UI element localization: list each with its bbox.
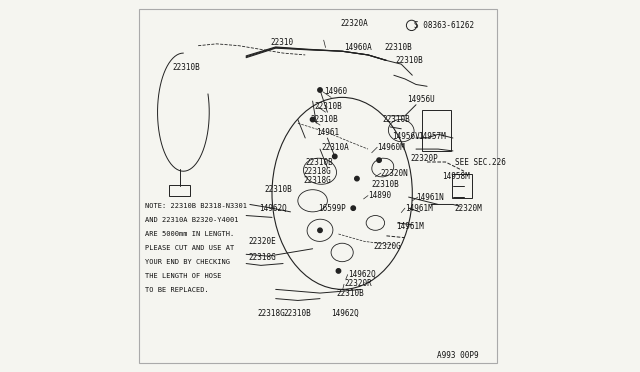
Text: 14961M: 14961M <box>396 222 424 231</box>
Text: 14960M: 14960M <box>377 143 405 152</box>
Text: 22310B: 22310B <box>383 115 410 124</box>
Circle shape <box>377 158 381 162</box>
Text: 22320G: 22320G <box>374 243 401 251</box>
Text: 16599P: 16599P <box>318 203 346 213</box>
FancyBboxPatch shape <box>139 9 497 363</box>
Text: 14961N: 14961N <box>416 193 444 202</box>
Text: THE LENGTH OF HOSE: THE LENGTH OF HOSE <box>145 273 221 279</box>
Text: PLEASE CUT AND USE AT: PLEASE CUT AND USE AT <box>145 246 234 251</box>
Text: 22320M: 22320M <box>455 203 483 213</box>
Text: 22320P: 22320P <box>410 154 438 163</box>
Text: ARE 5000mm IN LENGTH.: ARE 5000mm IN LENGTH. <box>145 231 234 237</box>
Text: 22310B: 22310B <box>337 289 364 298</box>
Text: 22318G: 22318G <box>303 167 331 176</box>
Text: 22310B: 22310B <box>311 115 339 124</box>
Text: 22310B: 22310B <box>283 309 311 318</box>
Text: 14956U: 14956U <box>407 95 435 104</box>
Text: NOTE: 22310B B2318-N3301: NOTE: 22310B B2318-N3301 <box>145 203 246 209</box>
Text: 14956V: 14956V <box>392 132 420 141</box>
Text: A993 00P9: A993 00P9 <box>437 351 479 360</box>
Text: 22320E: 22320E <box>248 237 276 246</box>
Text: 22310B: 22310B <box>172 63 200 72</box>
Text: 14958M: 14958M <box>442 172 470 181</box>
Text: 14890: 14890 <box>368 191 391 200</box>
Circle shape <box>318 88 322 92</box>
Text: 22318G: 22318G <box>303 176 331 185</box>
Text: 22310B: 22310B <box>385 43 412 52</box>
Text: 22310B: 22310B <box>396 56 424 65</box>
Text: 22320R: 22320R <box>344 279 372 288</box>
Text: 14960A: 14960A <box>344 43 372 52</box>
Text: 22320N: 22320N <box>381 169 409 177</box>
Text: 14962Q: 14962Q <box>259 203 287 213</box>
Text: 14960: 14960 <box>324 87 347 96</box>
Text: 14962Q: 14962Q <box>331 309 359 318</box>
Circle shape <box>310 117 315 122</box>
Text: SEE SEC.226: SEE SEC.226 <box>455 157 506 167</box>
Text: S 08363-61262: S 08363-61262 <box>414 21 474 30</box>
Text: TO BE REPLACED.: TO BE REPLACED. <box>145 288 209 294</box>
Text: 22318G: 22318G <box>257 309 285 318</box>
Text: 22310B: 22310B <box>264 185 292 194</box>
Text: 14957M: 14957M <box>418 132 445 141</box>
Text: 22310B: 22310B <box>372 180 399 189</box>
Text: YOUR END BY CHECKING: YOUR END BY CHECKING <box>145 259 230 266</box>
Text: 22320A: 22320A <box>340 19 368 28</box>
Circle shape <box>318 228 322 232</box>
Text: 22310A: 22310A <box>322 143 349 152</box>
Circle shape <box>351 206 355 211</box>
Text: 14961: 14961 <box>316 128 339 137</box>
Text: 22310: 22310 <box>270 38 293 46</box>
Text: 22310B: 22310B <box>305 157 333 167</box>
Text: 14961M: 14961M <box>405 203 433 213</box>
Text: 22318G: 22318G <box>248 253 276 263</box>
Text: 22310B: 22310B <box>314 102 342 111</box>
Text: AND 22310A B2320-Y4001: AND 22310A B2320-Y4001 <box>145 217 238 223</box>
Circle shape <box>336 269 340 273</box>
Circle shape <box>355 176 359 181</box>
Circle shape <box>333 154 337 159</box>
Text: 14962Q: 14962Q <box>348 270 376 279</box>
